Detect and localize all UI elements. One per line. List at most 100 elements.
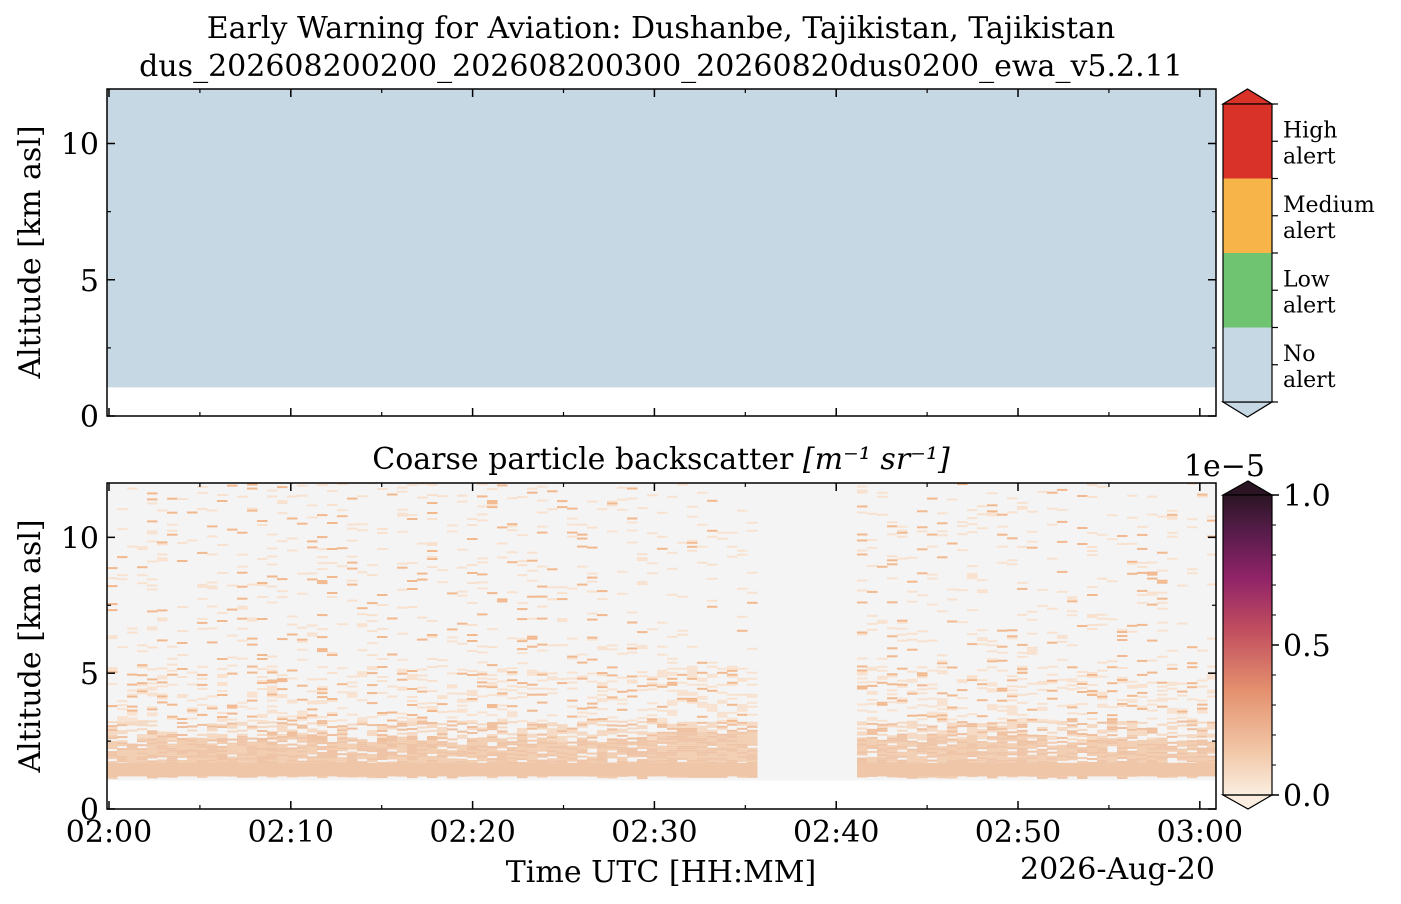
backscatter-cell xyxy=(537,743,548,746)
backscatter-cell xyxy=(517,682,528,685)
backscatter-cell xyxy=(537,701,548,704)
backscatter-cell xyxy=(407,738,418,740)
backscatter-layer-cell xyxy=(977,762,988,777)
backscatter-cell xyxy=(157,685,168,688)
backscatter-cell xyxy=(147,540,158,543)
backscatter-cell xyxy=(1167,649,1178,652)
backscatter-cell xyxy=(477,561,488,564)
backscatter-cell xyxy=(357,625,368,628)
backscatter-cell xyxy=(507,689,518,692)
backscatter-cell xyxy=(287,735,298,738)
backscatter-cell xyxy=(657,753,668,756)
backscatter-cell xyxy=(1057,570,1068,573)
backscatter-cell xyxy=(937,734,948,737)
backscatter-cell xyxy=(477,695,488,698)
backscatter-cell xyxy=(1187,734,1198,737)
backscatter-cell xyxy=(727,665,738,668)
backscatter-cell xyxy=(1187,736,1198,739)
backscatter-cell xyxy=(917,630,928,633)
backscatter-cell xyxy=(727,555,738,558)
backscatter-cell xyxy=(427,744,438,746)
backscatter-cell xyxy=(647,760,658,763)
backscatter-cell xyxy=(277,688,288,691)
backscatter-cell xyxy=(917,756,928,759)
backscatter-cell xyxy=(147,708,158,711)
backscatter-cell xyxy=(957,715,968,718)
backscatter-panel: Coarse particle backscatter [m⁻¹ sr⁻¹] 0… xyxy=(13,442,1243,890)
backscatter-cell xyxy=(747,739,758,742)
backscatter-cell xyxy=(877,725,888,728)
backscatter-cell xyxy=(747,591,758,594)
backscatter-cell xyxy=(877,703,888,706)
backscatter-cell xyxy=(227,672,238,675)
backscatter-cell xyxy=(1017,739,1028,742)
backscatter-cell xyxy=(947,724,958,727)
backscatter-cell xyxy=(137,664,148,667)
backscatter-cell xyxy=(247,775,258,778)
backscatter-cell xyxy=(997,629,1008,632)
backscatter-cell xyxy=(467,748,478,750)
backscatter-cell xyxy=(887,753,898,756)
backscatter-cell xyxy=(1127,516,1138,519)
backscatter-cell xyxy=(517,602,528,605)
backscatter-cell xyxy=(887,683,898,686)
backscatter-cell xyxy=(157,701,168,704)
backscatter-cell xyxy=(917,730,928,733)
backscatter-cell xyxy=(707,757,718,760)
backscatter-cell xyxy=(577,761,588,764)
backscatter-cell xyxy=(727,693,738,696)
backscatter-cell xyxy=(187,729,198,732)
backscatter-cell xyxy=(677,723,688,726)
backscatter-cell xyxy=(1177,756,1188,759)
backscatter-cell xyxy=(947,738,958,741)
backscatter-cell xyxy=(887,737,898,740)
backscatter-cell xyxy=(967,753,978,756)
backscatter-cell xyxy=(927,725,938,728)
backscatter-cell xyxy=(547,688,558,691)
alert-colorbar-segment xyxy=(1223,178,1272,253)
backscatter-cell xyxy=(667,701,678,704)
backscatter-cell xyxy=(357,747,368,750)
backscatter-cell xyxy=(477,745,488,748)
backscatter-cell xyxy=(977,683,988,686)
backscatter-cell xyxy=(947,758,958,761)
backscatter-cell xyxy=(527,709,538,712)
backscatter-cell xyxy=(707,661,718,664)
backscatter-cell xyxy=(667,757,678,760)
backscatter-cell xyxy=(317,580,328,583)
backscatter-cell xyxy=(377,488,388,490)
backscatter-cell xyxy=(417,756,428,759)
backscatter-cell xyxy=(897,761,908,764)
backscatter-cell xyxy=(537,761,548,764)
backscatter-cell xyxy=(747,677,758,680)
backscatter-layer-cell xyxy=(1097,762,1108,777)
backscatter-cell xyxy=(497,668,508,671)
backscatter-cell xyxy=(137,546,148,549)
backscatter-cell xyxy=(577,737,588,740)
backscatter-cell xyxy=(487,734,498,737)
backscatter-cell xyxy=(417,754,428,757)
backscatter-cell xyxy=(527,683,538,686)
backscatter-cell xyxy=(607,500,618,503)
backscatter-cell xyxy=(477,573,488,576)
backscatter-cell xyxy=(497,692,508,695)
backscatter-cell xyxy=(897,725,908,728)
backscatter-cell xyxy=(867,722,878,725)
backscatter-cell xyxy=(647,750,658,753)
backscatter-cell xyxy=(1027,510,1038,513)
backscatter-cell xyxy=(897,739,908,742)
backscatter-cell xyxy=(947,722,958,725)
backscatter-cell xyxy=(147,646,158,649)
backscatter-cell xyxy=(717,761,728,764)
backscatter-cell xyxy=(527,745,538,748)
backscatter-cell xyxy=(587,740,598,743)
backscatter-cell xyxy=(1157,655,1168,658)
backscatter-cell xyxy=(567,657,578,660)
backscatter-cell xyxy=(1077,527,1088,529)
backscatter-cell xyxy=(1027,756,1038,759)
backscatter-cell xyxy=(617,758,628,761)
backscatter-cell xyxy=(677,725,688,728)
backscatter-cell xyxy=(687,549,698,552)
backscatter-cell xyxy=(287,549,298,552)
backscatter-cell xyxy=(617,720,628,723)
